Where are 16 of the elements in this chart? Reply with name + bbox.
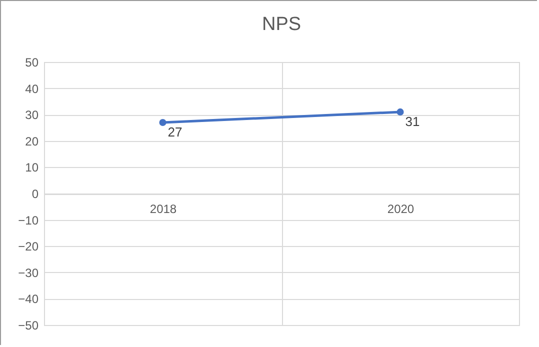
y-tick-label: 40 — [25, 82, 39, 96]
y-tick-label: 30 — [25, 108, 39, 122]
y-tick-label: 0 — [32, 187, 39, 201]
y-tick-label: −40 — [18, 292, 39, 306]
y-tick-label: −50 — [18, 318, 39, 332]
y-tick-label: 20 — [25, 134, 39, 148]
chart-title: NPS — [262, 14, 302, 35]
y-tick-label: 10 — [25, 160, 39, 175]
data-label: 27 — [168, 124, 182, 140]
y-tick-label: −20 — [18, 240, 39, 254]
data-label: 31 — [405, 114, 420, 129]
y-tick-label: −30 — [18, 266, 39, 280]
x-tick-label: 2018 — [150, 202, 177, 216]
y-tick-label: −10 — [18, 213, 39, 228]
x-tick-label: 2020 — [387, 202, 414, 216]
y-tick-label: 50 — [25, 56, 39, 70]
